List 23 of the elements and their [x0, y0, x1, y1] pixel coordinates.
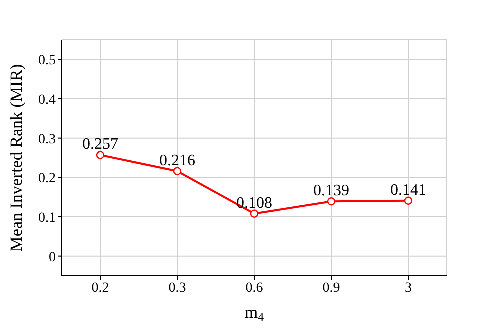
y-tick-label: 0.4: [38, 92, 56, 108]
y-tick-label: 0.2: [38, 172, 56, 187]
x-tick-label: 3: [405, 280, 412, 296]
y-tick-label: 0.1: [38, 210, 56, 226]
x-tick-label: 0.2: [92, 280, 110, 296]
x-tick-label: 0.3: [168, 280, 186, 296]
point: [327, 198, 336, 206]
point: [250, 210, 259, 218]
point: [96, 151, 105, 160]
y-tick-label: 0.5: [38, 54, 56, 69]
x-tick-label: 0.9: [322, 280, 340, 296]
data-label: 0.108: [236, 194, 272, 212]
point: [404, 196, 413, 205]
y-tick-label: 0.3: [38, 132, 56, 148]
point: [173, 167, 182, 176]
x-tick-label: 0.6: [246, 280, 264, 296]
data-label: 0.216: [160, 152, 196, 170]
data-label: 0.257: [82, 136, 118, 154]
y-axis-title: Mean Inverted Rank (MIR): [7, 64, 26, 252]
y-tick-label: 0: [49, 250, 56, 266]
x-axis-title: m$_{4}$: [244, 303, 264, 324]
data-label: 0.141: [390, 182, 426, 199]
data-label: 0.139: [314, 182, 350, 200]
